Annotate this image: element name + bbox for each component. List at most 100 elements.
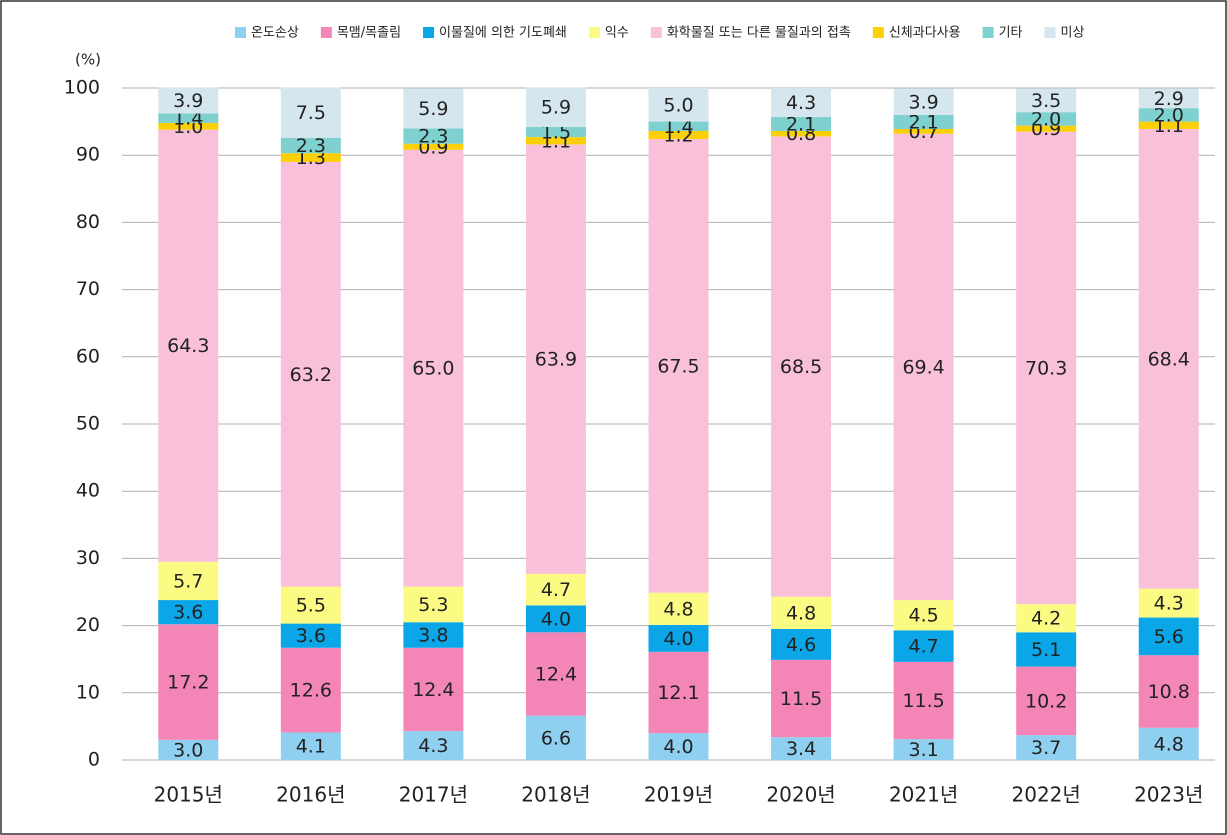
data-label: 4.7 bbox=[541, 579, 571, 601]
bar-segment bbox=[403, 622, 464, 648]
data-label: 12.6 bbox=[290, 680, 332, 702]
legend-label: 기타 bbox=[999, 26, 1023, 41]
data-label: 2.3 bbox=[296, 135, 326, 157]
legend-label: 목맴/목졸림 bbox=[337, 26, 401, 41]
y-tick-label: 50 bbox=[76, 413, 100, 435]
data-label: 63.9 bbox=[535, 349, 577, 371]
data-label: 4.0 bbox=[663, 628, 693, 650]
bar-segment bbox=[525, 144, 586, 574]
bar-segment bbox=[1138, 617, 1199, 656]
bar-segment bbox=[158, 113, 219, 123]
bar-segment bbox=[280, 153, 341, 162]
data-label: 2.1 bbox=[909, 111, 939, 133]
data-label: 6.6 bbox=[541, 727, 571, 749]
data-label: 12.1 bbox=[657, 682, 699, 704]
bar-segment bbox=[893, 133, 954, 601]
data-label: 67.5 bbox=[657, 355, 699, 377]
bar-segment bbox=[280, 623, 341, 648]
bar-segment bbox=[771, 136, 832, 597]
data-label: 10.8 bbox=[1148, 681, 1190, 703]
y-tick-label: 30 bbox=[76, 547, 100, 569]
legend-label: 미상 bbox=[1061, 26, 1085, 41]
bar-segment bbox=[280, 647, 341, 733]
bar-segment bbox=[403, 586, 464, 623]
y-tick-label: 70 bbox=[76, 278, 100, 300]
bar-segment bbox=[1138, 655, 1199, 728]
bar-segment bbox=[893, 661, 954, 740]
bar-segment bbox=[280, 87, 341, 138]
bar-segment bbox=[1016, 604, 1077, 633]
bar-segment bbox=[280, 732, 341, 760]
legend-swatch bbox=[1044, 27, 1056, 38]
bar-segment bbox=[648, 592, 709, 625]
bar-segment bbox=[158, 624, 219, 740]
bar-segment bbox=[648, 624, 709, 652]
x-tick-label: 2018년 bbox=[521, 783, 590, 807]
legend-label: 익수 bbox=[605, 26, 629, 41]
bar-segment bbox=[280, 137, 341, 154]
data-label: 5.1 bbox=[1031, 639, 1061, 661]
x-tick-label: 2021년 bbox=[889, 783, 958, 807]
data-label: 3.1 bbox=[909, 739, 939, 761]
bar-segment bbox=[1016, 131, 1077, 605]
y-tick-label: 90 bbox=[76, 144, 100, 166]
bar-segment bbox=[771, 116, 832, 132]
data-label: 70.3 bbox=[1025, 357, 1067, 379]
data-label: 3.0 bbox=[173, 739, 203, 761]
data-label: 63.2 bbox=[290, 364, 332, 386]
bar-segment bbox=[158, 87, 219, 114]
bar-segment bbox=[403, 149, 464, 587]
x-tick-label: 2020년 bbox=[766, 783, 835, 807]
data-label: 4.0 bbox=[663, 736, 693, 758]
x-tick-label: 2015년 bbox=[154, 783, 223, 807]
bar-segment bbox=[1138, 108, 1199, 122]
bar-segment bbox=[771, 737, 832, 760]
data-label: 3.7 bbox=[1031, 737, 1061, 759]
bar-segment bbox=[1138, 128, 1199, 589]
data-label: 68.5 bbox=[780, 356, 822, 378]
legend-label: 온도손상 bbox=[251, 26, 299, 41]
data-label: 12.4 bbox=[412, 679, 454, 701]
data-label: 5.0 bbox=[663, 94, 693, 116]
bar-segment bbox=[648, 733, 709, 760]
x-tick-label: 2017년 bbox=[399, 783, 468, 807]
bar-segment bbox=[525, 715, 586, 760]
data-label: 4.3 bbox=[1154, 593, 1184, 615]
data-label: 12.4 bbox=[535, 663, 577, 685]
bar-segment bbox=[525, 573, 586, 606]
bar-segment bbox=[525, 126, 586, 138]
bar-segment bbox=[403, 143, 464, 150]
y-tick-label: 0 bbox=[88, 749, 100, 771]
data-label: 5.5 bbox=[296, 595, 326, 617]
data-label: 2.0 bbox=[1031, 108, 1061, 130]
legend-swatch bbox=[235, 27, 246, 38]
bar-segment bbox=[1016, 735, 1077, 760]
data-label: 5.9 bbox=[418, 98, 448, 120]
bar-segment bbox=[280, 586, 341, 624]
data-label: 10.2 bbox=[1025, 690, 1067, 712]
data-label: 4.7 bbox=[909, 636, 939, 658]
bar-segment bbox=[1016, 112, 1077, 126]
bar-segment bbox=[403, 128, 464, 144]
data-label: 2.3 bbox=[418, 126, 448, 148]
bar-segment bbox=[525, 137, 586, 145]
data-label: 4.2 bbox=[1031, 608, 1061, 630]
data-label: 3.4 bbox=[786, 738, 816, 760]
bar-segment bbox=[893, 630, 954, 662]
bar-segment bbox=[1016, 88, 1077, 113]
bar-segment bbox=[771, 596, 832, 629]
data-label: 3.5 bbox=[1031, 90, 1061, 112]
data-label: 3.9 bbox=[173, 90, 203, 112]
bar-segment bbox=[403, 731, 464, 760]
bar-segment bbox=[158, 739, 219, 760]
bar-segment bbox=[648, 131, 709, 140]
bar-segment bbox=[1138, 588, 1199, 618]
legend-swatch bbox=[982, 27, 994, 38]
y-tick-label: 20 bbox=[76, 614, 100, 636]
data-label: 2.0 bbox=[1154, 104, 1184, 126]
x-tick-label: 2019년 bbox=[644, 783, 713, 807]
y-tick-label: 10 bbox=[76, 681, 100, 703]
y-tick-label: 60 bbox=[76, 345, 100, 367]
bar-segment bbox=[525, 87, 586, 127]
legend-label: 이물질에 의한 기도폐쇄 bbox=[439, 26, 567, 41]
